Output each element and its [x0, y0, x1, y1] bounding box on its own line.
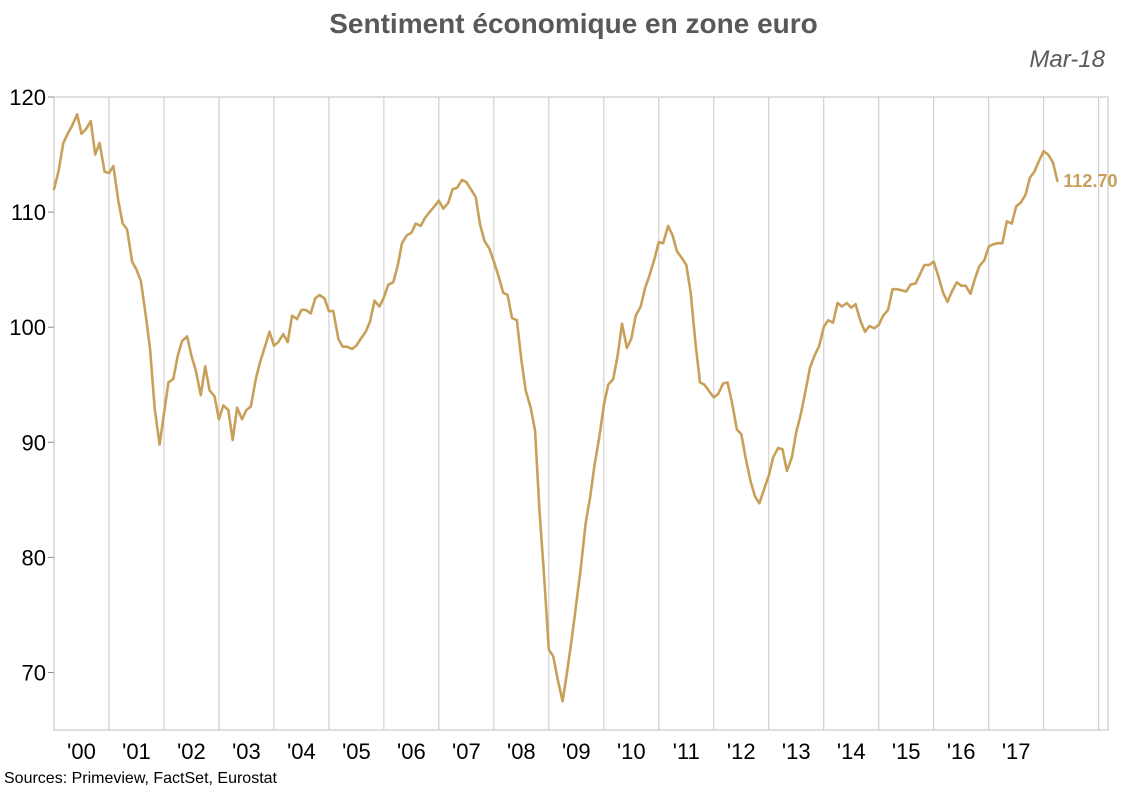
plot-frame: [53, 96, 1109, 731]
x-tick-label: '13: [782, 739, 811, 764]
y-axis: 70 80 90 100 110 120: [9, 85, 54, 685]
x-tick-label: '12: [727, 739, 756, 764]
x-tick-label: '08: [507, 739, 536, 764]
x-axis: '00 '01 '02 '03 '04 '05 '06 '07 '08 '09 '10 '11 '12 '…: [67, 739, 1030, 764]
y-tick-label: 70: [22, 660, 46, 685]
x-tick-label: '10: [617, 739, 646, 764]
y-tick-label: 100: [9, 315, 46, 340]
chart-title: Sentiment économique en zone euro: [329, 8, 818, 39]
source-note: Sources: Primeview, FactSet, Eurostat: [4, 770, 277, 787]
x-tick-label: '04: [287, 739, 316, 764]
x-tick-label: '03: [232, 739, 261, 764]
y-tick-label: 120: [9, 85, 46, 110]
y-tick-label: 110: [11, 200, 46, 225]
y-tick-label: 90: [22, 430, 46, 455]
x-tick-label: '15: [892, 739, 921, 764]
date-label: Mar-18: [1029, 46, 1105, 73]
series-line: [52, 113, 1059, 703]
x-tick-label: '05: [342, 739, 371, 764]
x-tick-label: '01: [122, 739, 151, 764]
x-tick-label: '16: [947, 739, 976, 764]
x-tick-label: '17: [1002, 739, 1031, 764]
x-tick-label: '11: [673, 739, 700, 764]
x-tick-label: '09: [562, 739, 591, 764]
y-tick-label: 80: [22, 545, 46, 570]
x-tick-label: '07: [452, 739, 481, 764]
gridlines: [108, 97, 1100, 730]
x-tick-label: '06: [397, 739, 426, 764]
x-tick-label: '02: [177, 739, 206, 764]
x-tick-label: '14: [837, 739, 866, 764]
x-tick-label: '00: [67, 739, 96, 764]
last-value-label: 112.70: [1063, 171, 1117, 191]
